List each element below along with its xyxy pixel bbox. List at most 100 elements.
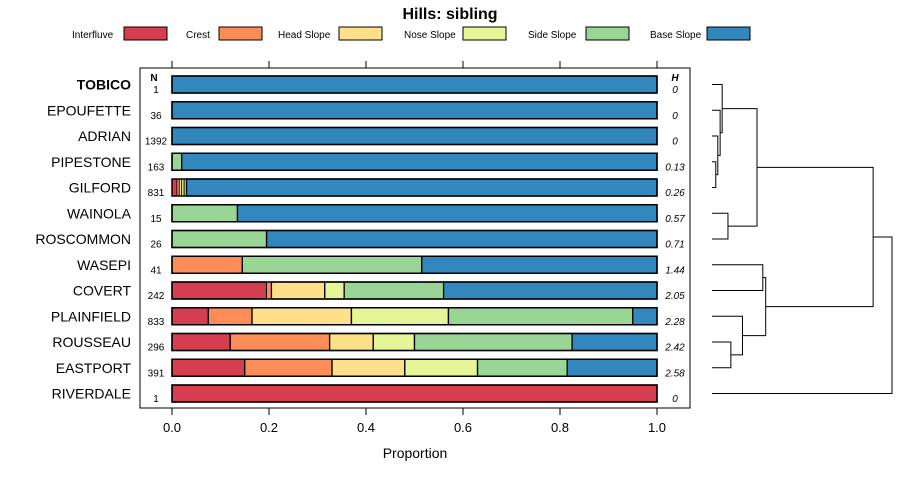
dendro-branch-2 [712,109,721,156]
bar-outline-pipestone [171,152,658,171]
h-labels: 0 0 0 0.13 0.26 0.57 0.71 1.44 2.05 2.28 2.42 2.58 0 [664,85,685,405]
bar-rousseau-head-slope [328,332,374,352]
chart-title: Hills: sibling [402,6,497,23]
bar-plainfield-crest [207,307,253,326]
bar-eastport-head-slope [331,358,406,377]
bar-outline-eastport [171,358,658,377]
bar-plainfield-side-slope [447,307,634,326]
x-axis: 0.0 0.2 0.4 0.6 0.8 1.0 [163,61,666,435]
bar-rousseau-interfluve [171,332,231,352]
legend-label-2: Head Slope [278,30,331,41]
bar-plainfield-nose-slope [350,307,450,326]
category-label-gilford: GILFORD [69,180,131,196]
category-label-eastport: EASTPORT [56,360,132,376]
bar-covert-base-slope [442,281,658,300]
n-label-rousseau: 296 [148,343,165,354]
h-label-roscommon: 0.71 [665,240,684,251]
bar-outline-gilford [171,178,658,197]
bar-outline-rousseau [171,332,658,352]
h-label-eastport: 2.58 [664,368,685,379]
dendrogram [712,84,893,394]
dendro-branch-1 [712,135,719,176]
bar-eastport-side-slope [476,358,568,377]
legend-label-4: Side Slope [528,30,577,41]
bars-group [171,75,658,403]
bar-pipestone-base-slope [181,152,658,171]
legend-swatch-4 [585,26,630,41]
bar-rousseau-crest [229,332,331,352]
dendro-branch-4 [712,212,729,240]
bar-eastport-crest [244,358,333,377]
bar-eastport-nose-slope [404,358,479,377]
dendro-branch-8 [712,315,743,356]
n-label-tobico: 1 [153,85,159,96]
dendro-branch-11 [712,236,893,394]
bar-outline-wasepi [171,255,658,274]
bar-outline-plainfield [171,307,658,326]
h-header: H [671,73,679,84]
bar-outline-tobico [171,75,658,94]
bar-wasepi-crest [171,255,243,274]
h-label-rousseau: 2.42 [664,343,685,354]
category-label-plainfield: PLAINFIELD [51,308,131,324]
dendro-branch-5 [722,108,758,227]
n-label-adrian: 1392 [145,137,168,148]
category-label-tobico: TOBICO [77,77,131,93]
dendro-branch-0 [712,161,717,188]
bar-covert-interfluve [171,281,268,300]
bar-covert-side-slope [343,281,445,300]
bar-covert-head-slope [270,281,326,300]
bar-outline-wainola [171,204,658,223]
x-axis-title: Proportion [383,445,448,461]
category-label-adrian: ADRIAN [78,128,131,144]
bar-epoufette-base-slope [171,101,658,120]
n-label-plainfield: 833 [148,317,165,328]
dendro-branch-6 [712,264,764,291]
legend-label-5: Base Slope [650,30,702,41]
bar-rousseau-side-slope [413,332,573,352]
dendro-branch-10 [757,166,874,308]
x-tick-label-5: 1.0 [648,420,666,435]
legend-swatch-0 [123,26,168,41]
dendro-branch-9 [742,277,767,337]
n-label-riverdale: 1 [153,394,159,405]
bar-pipestone-side-slope [171,152,183,171]
h-label-gilford: 0.26 [665,188,685,199]
n-label-eastport: 391 [148,368,165,379]
legend-label-0: Interfluve [72,30,114,41]
category-label-rousseau: ROUSSEAU [52,334,131,350]
h-label-tobico: 0 [672,85,678,96]
bar-plainfield-head-slope [251,307,353,326]
bar-outline-covert [171,281,658,300]
category-label-pipestone: PIPESTONE [51,154,131,170]
n-label-pipestone: 163 [148,162,165,173]
n-label-gilford: 831 [148,188,165,199]
n-labels: 1 36 1392 163 831 15 26 41 242 833 296 391 1 [145,85,168,405]
bar-covert-crest [266,281,272,300]
bar-adrian-base-slope [171,126,658,146]
bar-wasepi-base-slope [421,255,658,274]
legend-swatch-2 [338,26,383,41]
x-tick-label-4: 0.8 [551,420,569,435]
legend-label-1: Crest [186,30,210,41]
category-labels: TOBICO EPOUFETTE ADRIAN PIPESTONE GILFORD WAI… [35,77,131,402]
h-label-wasepi: 1.44 [665,265,685,276]
bar-outline-adrian [171,126,658,146]
legend-swatch-3 [462,26,507,41]
bar-plainfield-interfluve [171,307,210,326]
bar-eastport-base-slope [566,358,658,377]
bar-wasepi-side-slope [241,255,423,274]
h-label-covert: 2.05 [664,291,685,302]
legend-label-3: Nose Slope [404,30,456,41]
x-tick-label-2: 0.4 [357,420,375,435]
h-label-riverdale: 0 [672,394,678,405]
h-label-epoufette: 0 [672,111,678,122]
bar-wainola-side-slope [171,204,239,223]
bar-plainfield-base-slope [632,307,658,326]
legend-swatch-5 [706,26,751,41]
n-label-covert: 242 [148,291,165,302]
bar-wainola-base-slope [236,204,658,223]
dendro-branch-7 [712,341,732,369]
bar-outline-epoufette [171,101,658,120]
